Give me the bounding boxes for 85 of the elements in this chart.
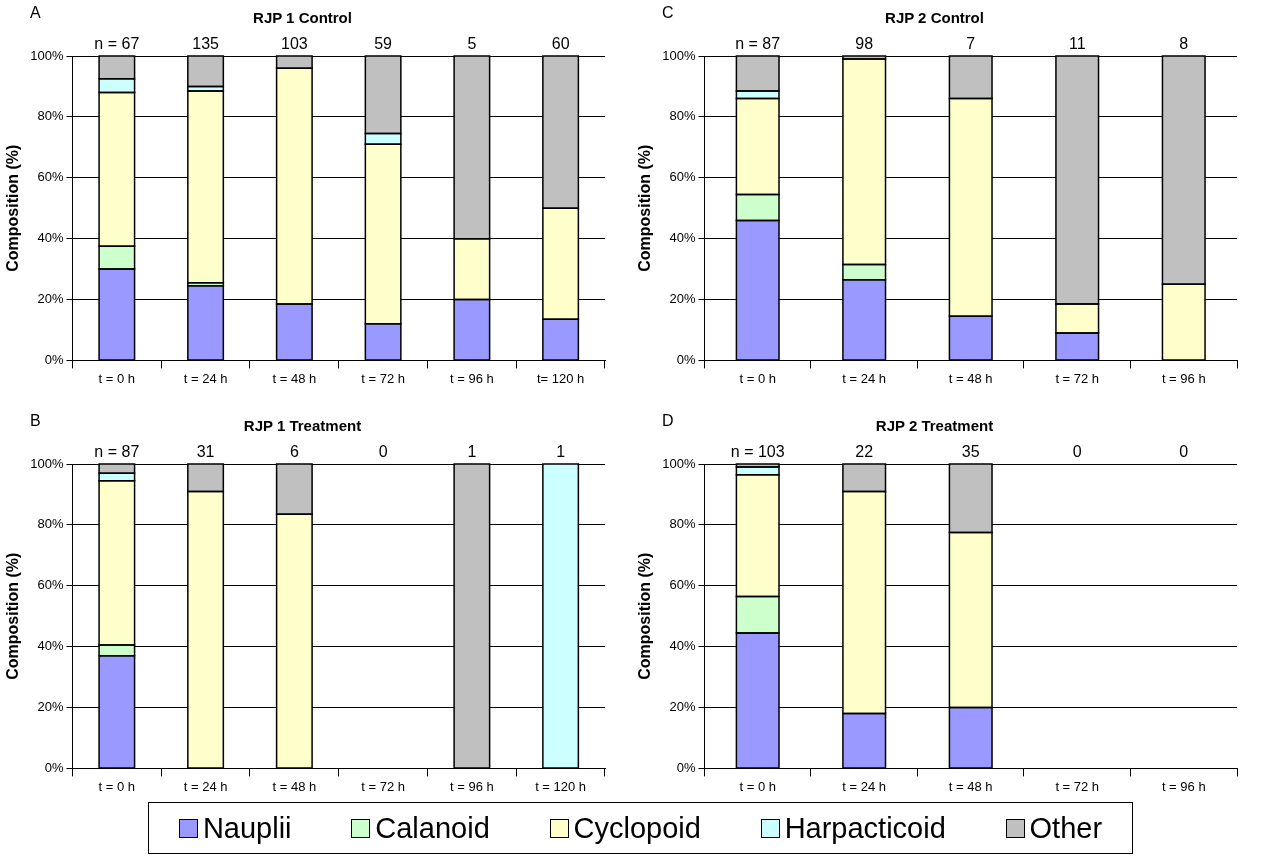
y-tick-label: 0% [44, 759, 64, 775]
text: 7 [966, 35, 976, 53]
text: 31 [196, 443, 215, 461]
text: A [30, 4, 41, 22]
text: 6 [289, 443, 299, 461]
y-tick-label: 60% [37, 577, 64, 593]
y-axis-title: Composition (%) [636, 144, 654, 272]
y-axis-title: Composition (%) [4, 144, 22, 272]
y-tick-label: 40% [669, 638, 696, 654]
chart-title: RJP 1 Treatment [243, 417, 362, 435]
text: D [662, 412, 674, 430]
chart-title: RJP 1 Control [253, 9, 352, 27]
x-tick-label: t = 24 h [842, 370, 887, 386]
text: 103 [280, 35, 308, 53]
y-tick-label: 80% [669, 516, 696, 532]
y-tick-label: 0% [676, 759, 696, 775]
legend-label: Nauplii [202, 811, 292, 845]
x-tick-label: t = 0 h [739, 778, 776, 794]
y-tick-label: 20% [669, 699, 696, 715]
text: 0 [378, 443, 388, 461]
text: n = 67 [94, 35, 140, 53]
text: 8 [1179, 35, 1189, 53]
x-tick-label: t = 48 h [948, 778, 993, 794]
legend-label: Calanoid [375, 811, 490, 845]
text: C [662, 4, 674, 22]
y-tick-label: 60% [669, 169, 696, 185]
y-tick-label: 80% [669, 108, 696, 124]
x-tick-label: t = 24 h [183, 370, 228, 386]
x-tick-label: t = 120 h [535, 778, 587, 794]
x-tick-label: t = 0 h [739, 370, 776, 386]
text: 135 [192, 35, 220, 53]
y-tick-label: 100% [662, 47, 696, 63]
x-tick-label: t = 48 h [272, 370, 317, 386]
legend-label: Other [1029, 811, 1103, 845]
text: n = 87 [94, 443, 140, 461]
y-tick-label: 100% [662, 455, 696, 471]
text: B [30, 412, 41, 430]
x-tick-label: t = 96 h [450, 778, 494, 794]
x-tick-label: t = 72 h [361, 778, 405, 794]
x-tick-label: t = 96 h [450, 370, 494, 386]
y-tick-label: 20% [669, 291, 696, 307]
y-tick-label: 100% [30, 47, 64, 63]
text: 22 [855, 443, 874, 461]
text: 59 [374, 35, 393, 53]
y-tick-label: 100% [30, 455, 64, 471]
x-tick-label: t = 0 h [98, 778, 136, 794]
text: 1 [556, 443, 566, 461]
y-tick-label: 0% [44, 351, 64, 367]
y-tick-label: 60% [37, 169, 64, 185]
text: 11 [1068, 35, 1086, 53]
y-tick-label: 20% [37, 291, 64, 307]
x-tick-label: t= 120 h [536, 370, 585, 386]
text: n = 87 [735, 35, 781, 53]
text: 98 [855, 35, 874, 53]
x-tick-label: t = 72 h [361, 370, 405, 386]
y-tick-label: 0% [676, 351, 696, 367]
text: 5 [467, 35, 477, 53]
y-tick-label: 80% [37, 516, 64, 532]
x-tick-label: t = 0 h [98, 370, 136, 386]
text: 0 [1179, 443, 1189, 461]
text: 60 [551, 35, 570, 53]
text: n = 103 [730, 443, 785, 461]
y-axis-title: Composition (%) [636, 552, 654, 680]
x-tick-label: t = 48 h [272, 778, 317, 794]
y-tick-label: 40% [669, 230, 696, 246]
text: 1 [467, 443, 477, 461]
text: 35 [961, 443, 980, 461]
y-tick-label: 80% [37, 108, 64, 124]
x-tick-label: t = 96 h [1161, 778, 1206, 794]
y-tick-label: 20% [37, 699, 64, 715]
chart-title: RJP 2 Control [885, 9, 984, 27]
y-tick-label: 60% [669, 577, 696, 593]
y-tick-label: 40% [37, 638, 64, 654]
y-tick-label: 40% [37, 230, 64, 246]
x-tick-label: t = 24 h [183, 778, 228, 794]
y-axis-title: Composition (%) [4, 552, 22, 680]
x-tick-label: t = 72 h [1055, 370, 1100, 386]
text: 0 [1072, 443, 1082, 461]
legend-label: Cyclopoid [573, 811, 701, 845]
legend-label: Harpacticoid [784, 811, 946, 845]
chart-title: RJP 2 Treatment [875, 417, 994, 435]
x-tick-label: t = 96 h [1161, 370, 1206, 386]
x-tick-label: t = 48 h [948, 370, 993, 386]
x-tick-label: t = 24 h [842, 778, 887, 794]
x-tick-label: t = 72 h [1055, 778, 1100, 794]
